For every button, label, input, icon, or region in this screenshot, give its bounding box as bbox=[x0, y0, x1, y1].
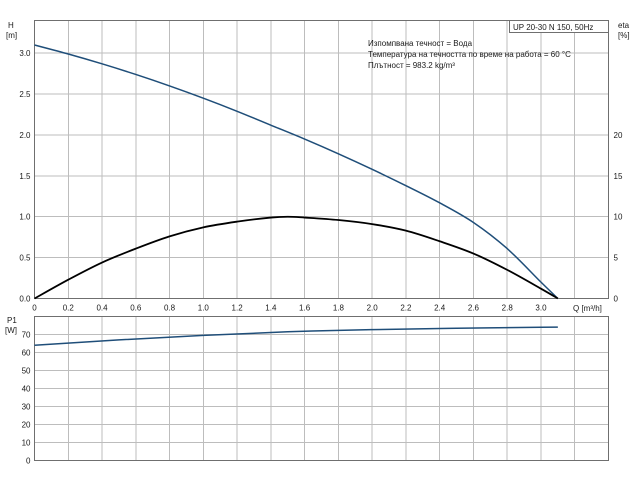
head-tick-label: 0.5 bbox=[19, 254, 31, 263]
flow-tick-label: 1.6 bbox=[299, 304, 311, 313]
flow-tick-label: 0.6 bbox=[130, 304, 142, 313]
flow-tick-label: 2.8 bbox=[502, 304, 514, 313]
power-tick-label: 30 bbox=[22, 403, 31, 412]
flow-tick-label: 2.4 bbox=[434, 304, 446, 313]
power-tick-label: 20 bbox=[22, 421, 31, 430]
head-tick-label: 0.0 bbox=[19, 295, 31, 304]
power-curve bbox=[34, 326, 558, 347]
flow-tick-label: 2.2 bbox=[400, 304, 412, 313]
head-chart-frame bbox=[34, 20, 609, 299]
head-tick-label: 2.0 bbox=[19, 131, 31, 140]
power-tick-label: 70 bbox=[22, 331, 31, 340]
flow-tick-label: 2.6 bbox=[468, 304, 480, 313]
head-chart-series bbox=[34, 44, 559, 300]
head-axis-ticks: 0.0 0.5 1.0 1.5 2.0 2.5 3.0 bbox=[19, 49, 31, 303]
flow-tick-label: 1.8 bbox=[333, 304, 345, 313]
efficiency-curve bbox=[34, 215, 559, 300]
efficiency-tick-label: 20 bbox=[614, 131, 623, 140]
efficiency-tick-label: 15 bbox=[614, 172, 623, 181]
head-tick-label: 1.5 bbox=[19, 172, 31, 181]
head-curve bbox=[34, 44, 559, 300]
info-temperature: Температура на течността по време на раб… bbox=[368, 50, 571, 59]
efficiency-tick-label: 10 bbox=[614, 213, 623, 222]
efficiency-tick-label: 5 bbox=[614, 254, 619, 263]
head-tick-label: 3.0 bbox=[19, 49, 31, 58]
head-tick-label: 1.0 bbox=[19, 213, 31, 222]
power-tick-label: 60 bbox=[22, 349, 31, 358]
power-axis-ticks: 0 10 20 30 40 50 60 70 bbox=[22, 331, 31, 466]
flow-tick-label: 0.2 bbox=[63, 304, 75, 313]
pump-model-label: UP 20-30 N 150, 50Hz bbox=[513, 23, 593, 32]
info-density: Плътност = 983.2 kg/m³ bbox=[368, 61, 455, 70]
head-tick-label: 2.5 bbox=[19, 90, 31, 99]
flow-tick-label: 0 bbox=[32, 304, 37, 313]
pump-model-box bbox=[509, 20, 609, 33]
efficiency-axis-label: eta bbox=[618, 21, 630, 30]
flow-tick-label: 1.2 bbox=[232, 304, 244, 313]
flow-tick-label: 1.4 bbox=[265, 304, 277, 313]
power-tick-label: 0 bbox=[26, 457, 31, 466]
flow-tick-label: 0.8 bbox=[164, 304, 176, 313]
efficiency-tick-label: 0 bbox=[614, 295, 619, 304]
power-chart-grid bbox=[34, 316, 609, 461]
flow-tick-label: 1.0 bbox=[198, 304, 210, 313]
flow-axis-label: Q [m³/h] bbox=[573, 304, 602, 313]
flow-tick-label: 0.4 bbox=[96, 304, 108, 313]
head-axis-unit: [m] bbox=[6, 31, 17, 40]
flow-tick-label: 2.0 bbox=[367, 304, 379, 313]
power-tick-label: 40 bbox=[22, 385, 31, 394]
power-chart-frame bbox=[34, 316, 609, 461]
power-axis-unit: [W] bbox=[5, 326, 17, 335]
power-axis-label: P1 bbox=[7, 316, 17, 325]
power-tick-label: 50 bbox=[22, 367, 31, 376]
flow-axis-ticks: 0 0.2 0.4 0.6 0.8 1.0 1.2 1.4 1.6 1.8 2.0 2.2 2.4 2.6… bbox=[32, 304, 547, 313]
efficiency-axis-unit: [%] bbox=[618, 31, 630, 40]
head-axis-label: H bbox=[8, 21, 14, 30]
efficiency-axis-ticks: 0 5 10 15 20 bbox=[614, 131, 623, 304]
info-liquid: Изпомпвана течност = Вода bbox=[368, 39, 473, 48]
flow-tick-label: 3.0 bbox=[535, 304, 547, 313]
power-tick-label: 10 bbox=[22, 439, 31, 448]
head-chart-grid bbox=[34, 20, 609, 299]
power-chart-series bbox=[34, 326, 558, 347]
